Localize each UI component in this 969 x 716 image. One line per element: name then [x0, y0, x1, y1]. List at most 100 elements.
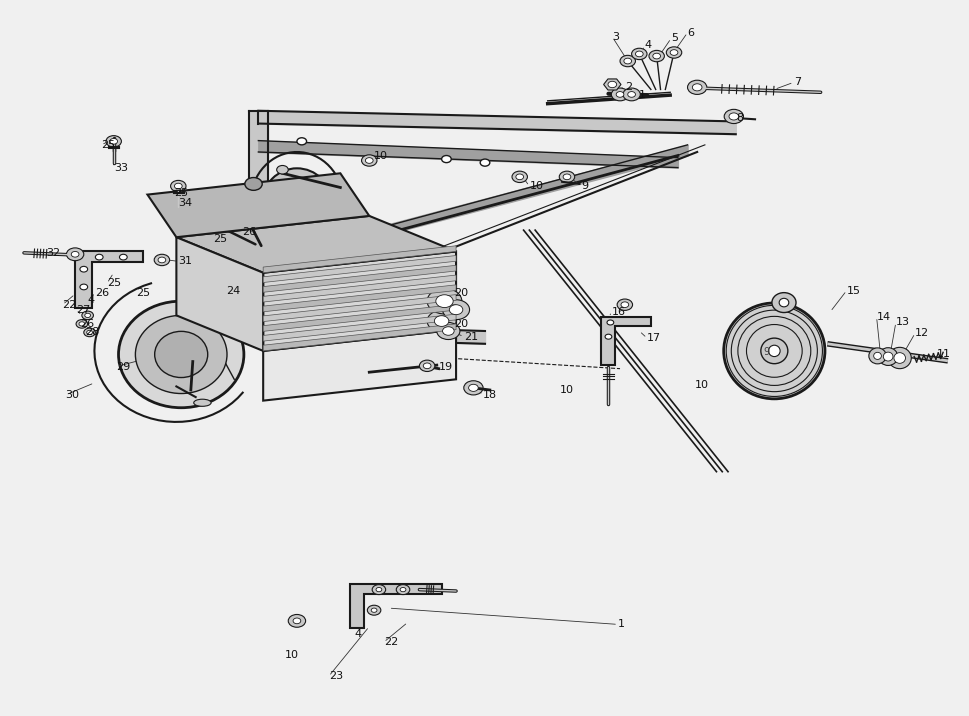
- Polygon shape: [603, 79, 620, 90]
- Ellipse shape: [442, 300, 469, 319]
- Text: 30: 30: [65, 390, 79, 400]
- Ellipse shape: [648, 50, 664, 62]
- Ellipse shape: [692, 84, 702, 91]
- Ellipse shape: [760, 338, 787, 364]
- Ellipse shape: [622, 88, 640, 101]
- Ellipse shape: [435, 295, 453, 308]
- Ellipse shape: [78, 321, 84, 326]
- Ellipse shape: [106, 135, 121, 147]
- Text: 26: 26: [95, 288, 109, 298]
- Ellipse shape: [627, 92, 635, 97]
- Ellipse shape: [79, 284, 87, 290]
- Polygon shape: [263, 314, 455, 341]
- Ellipse shape: [436, 322, 459, 339]
- Text: 26: 26: [241, 226, 256, 236]
- Ellipse shape: [619, 55, 635, 67]
- Ellipse shape: [723, 303, 824, 399]
- Ellipse shape: [367, 605, 381, 615]
- Text: 4: 4: [643, 40, 650, 50]
- Ellipse shape: [71, 251, 78, 257]
- Ellipse shape: [400, 587, 405, 591]
- Text: 12: 12: [914, 328, 928, 338]
- Text: 3: 3: [611, 32, 618, 42]
- Ellipse shape: [194, 400, 211, 406]
- Text: 9: 9: [763, 347, 768, 357]
- Ellipse shape: [83, 328, 95, 337]
- Text: 5: 5: [671, 34, 677, 43]
- Ellipse shape: [76, 319, 87, 328]
- Ellipse shape: [361, 155, 377, 166]
- Ellipse shape: [372, 585, 386, 594]
- Text: 28: 28: [84, 327, 99, 337]
- Text: 21: 21: [463, 332, 478, 342]
- Text: 7: 7: [793, 77, 800, 87]
- Text: 10: 10: [560, 385, 574, 395]
- Ellipse shape: [724, 110, 742, 124]
- Polygon shape: [147, 173, 369, 237]
- Ellipse shape: [426, 289, 461, 314]
- Text: 16: 16: [611, 307, 626, 316]
- Ellipse shape: [442, 326, 453, 335]
- Ellipse shape: [666, 47, 681, 58]
- Ellipse shape: [605, 334, 611, 339]
- Polygon shape: [258, 220, 335, 273]
- Ellipse shape: [610, 88, 628, 101]
- Ellipse shape: [767, 345, 779, 357]
- Ellipse shape: [276, 165, 288, 174]
- Ellipse shape: [883, 352, 892, 361]
- Ellipse shape: [86, 330, 92, 334]
- Ellipse shape: [154, 332, 207, 377]
- Polygon shape: [263, 275, 455, 302]
- Polygon shape: [263, 246, 455, 273]
- Ellipse shape: [174, 183, 182, 189]
- Ellipse shape: [109, 138, 117, 144]
- Ellipse shape: [95, 254, 103, 260]
- Ellipse shape: [79, 266, 87, 272]
- Ellipse shape: [878, 348, 897, 365]
- Text: 10: 10: [284, 650, 298, 660]
- Ellipse shape: [293, 618, 300, 624]
- Ellipse shape: [434, 316, 449, 326]
- Ellipse shape: [376, 587, 382, 591]
- Ellipse shape: [449, 305, 462, 314]
- Ellipse shape: [608, 82, 616, 87]
- Text: 25: 25: [101, 140, 115, 150]
- Polygon shape: [263, 304, 455, 332]
- Ellipse shape: [516, 174, 523, 180]
- Ellipse shape: [563, 174, 570, 180]
- Text: 2: 2: [624, 82, 632, 92]
- Ellipse shape: [635, 51, 642, 57]
- Ellipse shape: [778, 299, 788, 307]
- Polygon shape: [350, 584, 441, 628]
- Ellipse shape: [463, 381, 483, 395]
- Ellipse shape: [119, 254, 127, 260]
- Polygon shape: [263, 251, 455, 351]
- Ellipse shape: [244, 178, 262, 190]
- Text: 13: 13: [895, 317, 909, 327]
- Polygon shape: [75, 251, 142, 309]
- Ellipse shape: [512, 171, 527, 183]
- Ellipse shape: [868, 348, 886, 364]
- Text: 10: 10: [695, 380, 708, 390]
- Ellipse shape: [118, 301, 243, 407]
- Ellipse shape: [631, 48, 646, 59]
- Ellipse shape: [468, 384, 478, 392]
- Polygon shape: [263, 285, 455, 312]
- Text: 27: 27: [76, 305, 90, 315]
- Ellipse shape: [426, 311, 455, 332]
- Ellipse shape: [480, 159, 489, 166]
- Text: 20: 20: [453, 288, 468, 298]
- Ellipse shape: [616, 299, 632, 311]
- Text: 14: 14: [876, 311, 890, 321]
- Ellipse shape: [297, 137, 306, 145]
- Text: 6: 6: [687, 28, 694, 38]
- Ellipse shape: [888, 347, 910, 369]
- Text: 24: 24: [227, 286, 240, 296]
- Ellipse shape: [652, 53, 660, 59]
- Ellipse shape: [422, 363, 430, 369]
- Polygon shape: [176, 237, 263, 351]
- Text: 10: 10: [529, 181, 543, 191]
- Polygon shape: [263, 256, 455, 283]
- Ellipse shape: [66, 248, 83, 261]
- Text: 4: 4: [355, 629, 361, 639]
